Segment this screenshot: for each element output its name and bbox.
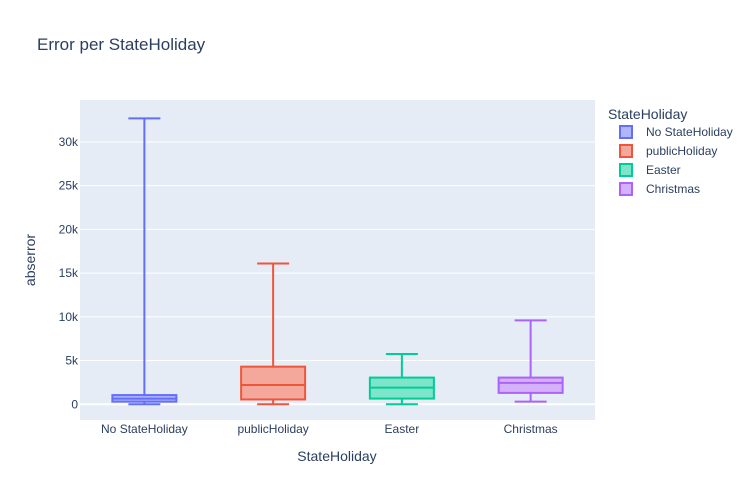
y-tick-label: 15k <box>59 266 79 280</box>
box-plot <box>111 117 178 406</box>
box-plot <box>497 319 564 403</box>
legend-title: StateHoliday <box>608 106 687 122</box>
box-plots <box>111 117 564 406</box>
x-axis-title: StateHoliday <box>297 448 376 464</box>
legend-item[interactable]: Christmas <box>619 182 700 196</box>
legend-label: publicHoliday <box>646 144 717 158</box>
y-tick-label: 0 <box>71 397 78 411</box>
legend-swatch <box>619 125 633 139</box>
iqr-box <box>497 376 564 394</box>
chart-title: Error per StateHoliday <box>37 35 206 54</box>
x-tick-label: No StateHoliday <box>101 422 188 436</box>
legend-items: No StateHoliday publicHoliday Easter Christ… <box>619 125 733 196</box>
x-tick-labels: No StateHoliday publicHoliday Easter Christ… <box>101 422 558 436</box>
gridlines <box>80 141 595 406</box>
legend-item[interactable]: No StateHoliday <box>619 125 733 139</box>
legend-label: No StateHoliday <box>646 125 733 139</box>
y-tick-labels: 0 5k 10k 15k 20k 25k 30k <box>59 135 79 411</box>
legend-swatch <box>619 144 633 158</box>
y-axis-title: abserror <box>22 234 38 286</box>
legend: StateHoliday No StateHoliday publicHolida… <box>608 106 733 196</box>
box-plot <box>240 262 307 406</box>
legend-swatch <box>619 182 633 196</box>
legend-swatch <box>619 163 633 177</box>
legend-label: Christmas <box>646 182 700 196</box>
y-tick-label: 5k <box>65 354 79 368</box>
plot-area <box>80 100 595 420</box>
y-tick-label: 30k <box>59 135 79 149</box>
legend-item[interactable]: publicHoliday <box>619 144 717 158</box>
x-tick-label: Easter <box>385 422 420 436</box>
legend-label: Easter <box>646 163 681 177</box>
x-tick-label: publicHoliday <box>237 422 308 436</box>
box-plot <box>368 352 435 406</box>
y-tick-label: 10k <box>59 310 79 324</box>
legend-item[interactable]: Easter <box>619 163 681 177</box>
x-tick-label: Christmas <box>504 422 558 436</box>
iqr-box <box>240 365 307 401</box>
y-tick-label: 20k <box>59 222 79 236</box>
y-tick-label: 25k <box>59 179 79 193</box>
